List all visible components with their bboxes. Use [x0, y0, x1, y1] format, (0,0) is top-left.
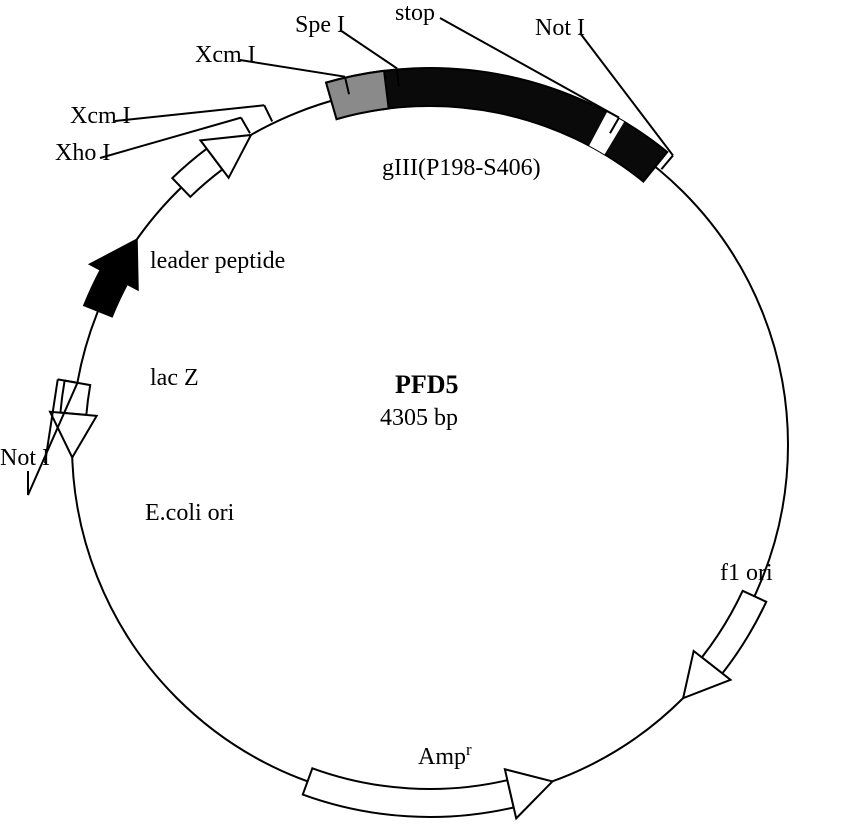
- site-label-XhoI: Xho I: [55, 140, 110, 167]
- feature-label-gIII: gIII(P198-S406): [382, 155, 541, 182]
- feature-label-f1_ori: f1 ori: [720, 560, 773, 587]
- site-label-NotI_top: Not I: [535, 15, 585, 42]
- feature-label-ecoli_ori: E.coli ori: [145, 500, 234, 527]
- plasmid-size: 4305 bp: [380, 405, 458, 432]
- site-label-NotI_left: Not I: [0, 445, 50, 472]
- site-label-stop: stop: [395, 0, 435, 27]
- feature-label-lacZ: lac Z: [150, 365, 199, 392]
- site-label-XcmI_b: Xcm I: [70, 103, 131, 130]
- site-label-SpeI: Spe I: [295, 12, 345, 39]
- feature-label-amp: Ampr: [418, 740, 472, 771]
- plasmid-name: PFD5: [395, 370, 459, 400]
- feature-label-leader: leader peptide: [150, 248, 285, 275]
- site-label-XcmI_a: Xcm I: [195, 42, 256, 69]
